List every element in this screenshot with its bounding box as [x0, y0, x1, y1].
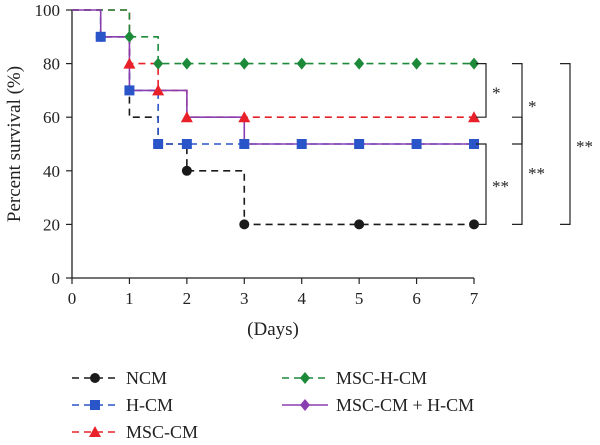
legend-marker [89, 426, 101, 437]
x-tick-label: 5 [355, 289, 364, 308]
legend-item: MSC-CM + H-CM [282, 395, 474, 415]
significance-bracket: ** [476, 143, 509, 225]
data-point [153, 139, 164, 149]
x-tick-label: 7 [470, 289, 479, 308]
bracket-line [476, 143, 487, 225]
data-point [296, 139, 307, 149]
legend-label: NCM [126, 368, 167, 388]
data-point [469, 139, 479, 149]
y-tick-label: 0 [52, 269, 61, 288]
y-tick-label: 80 [43, 55, 60, 74]
data-point [124, 85, 135, 96]
x-tick-label: 1 [125, 289, 134, 308]
series-line-h-cm [72, 9, 474, 145]
significance-bracket: ** [560, 63, 593, 225]
legend-marker [300, 399, 310, 411]
significance-bracket: * [512, 63, 537, 145]
data-point [354, 57, 365, 70]
legend-label: H-CM [126, 395, 173, 415]
y-tick-label: 40 [43, 162, 60, 181]
data-point [239, 139, 250, 149]
significance-label: ** [576, 137, 593, 156]
data-point [124, 30, 135, 43]
bracket-line [512, 116, 523, 225]
legend-marker [90, 373, 100, 383]
data-point [152, 84, 165, 96]
data-point [181, 57, 192, 70]
data-point [411, 139, 422, 149]
significance-label: ** [492, 177, 509, 196]
bracket-line [560, 63, 571, 225]
data-point [469, 57, 479, 70]
data-point [354, 139, 365, 149]
legend-item: MSC-CM [72, 422, 198, 442]
significance-label: * [528, 97, 537, 116]
x-tick-label: 0 [68, 289, 77, 308]
legend-item: MSC-H-CM [282, 368, 427, 388]
legend-marker [300, 372, 310, 384]
legend-item: H-CM [72, 395, 173, 415]
data-point [354, 219, 365, 230]
bracket-line [476, 63, 487, 118]
legend-label: MSC-H-CM [336, 368, 427, 388]
x-axis-title: (Days) [247, 319, 299, 340]
data-point [123, 57, 136, 69]
significance-bracket: * [476, 63, 501, 118]
x-tick-label: 6 [412, 289, 421, 308]
legend-item: NCM [72, 368, 167, 388]
x-tick-label: 3 [240, 289, 249, 308]
series-line-msc-h-cm [72, 9, 474, 65]
x-tick-label: 2 [183, 289, 192, 308]
data-point [411, 57, 422, 70]
data-point [181, 139, 192, 149]
significance-label: ** [528, 164, 545, 183]
data-point [180, 111, 193, 123]
data-point [95, 31, 106, 42]
data-point [469, 219, 479, 230]
data-point [239, 219, 250, 230]
significance-bracket: ** [512, 116, 545, 225]
y-tick-label: 100 [35, 1, 61, 20]
series-line-msc-cm-h-cm [72, 9, 474, 145]
data-point [296, 57, 307, 70]
legend-marker [90, 400, 100, 410]
data-point [239, 57, 250, 70]
x-tick-label: 4 [297, 289, 306, 308]
y-axis-title: Percent survival (%) [4, 66, 25, 222]
data-point [181, 165, 192, 176]
data-point [153, 57, 164, 70]
legend-label: MSC-CM [126, 422, 198, 442]
significance-label: * [492, 83, 501, 102]
data-point [238, 111, 251, 123]
data-point [468, 111, 480, 123]
y-tick-label: 60 [43, 108, 60, 127]
legend-label: MSC-CM + H-CM [336, 395, 474, 415]
y-tick-label: 20 [43, 215, 60, 234]
bracket-line [512, 63, 523, 145]
